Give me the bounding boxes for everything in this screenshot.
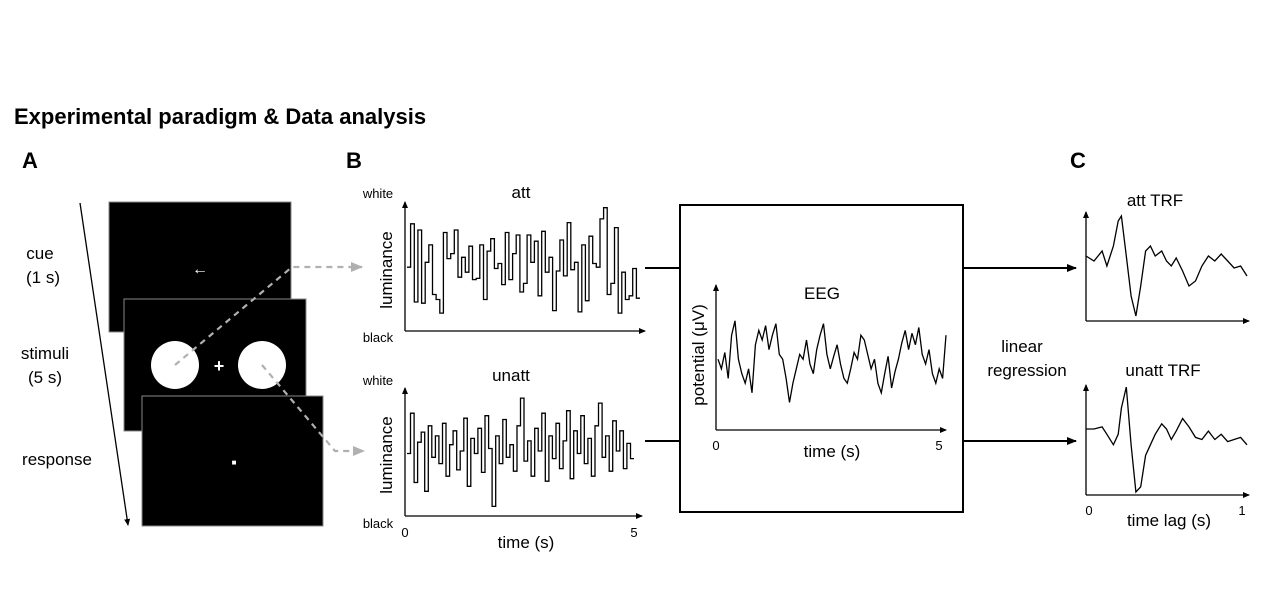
- unatt-white-label: white: [362, 373, 393, 388]
- panel-a-letter: A: [22, 148, 38, 173]
- eeg-trace: [717, 320, 947, 403]
- unatt-trf-trace: [1086, 386, 1248, 494]
- eeg-xlabel: time (s): [804, 442, 861, 461]
- response-dot: ■: [232, 458, 237, 467]
- lum-xlabel: time (s): [498, 533, 555, 552]
- eeg-ylabel: potential (μV): [689, 304, 708, 405]
- att-white-label: white: [362, 186, 393, 201]
- att-ylabel: luminance: [377, 231, 396, 309]
- trf-xlabel: time lag (s): [1127, 511, 1211, 530]
- response-screen: ■: [141, 395, 324, 527]
- att-plot-title: att: [512, 183, 531, 202]
- unatt-trf-title: unatt TRF: [1125, 361, 1200, 380]
- att-trf-title: att TRF: [1127, 191, 1183, 210]
- cue-arrow-icon: ←: [192, 261, 208, 278]
- method-label-line2: regression: [987, 361, 1066, 380]
- lum-x-start: 0: [401, 525, 408, 540]
- method-label-line1: linear: [1001, 337, 1043, 356]
- lum-x-end: 5: [630, 525, 637, 540]
- fixation-cross: +: [214, 356, 225, 376]
- time-arrow: [79, 202, 131, 526]
- att-stream-connector: [174, 262, 363, 366]
- panel-c-letter: C: [1070, 148, 1086, 173]
- panel-b-letter: B: [346, 148, 362, 173]
- cue-duration: (1 s): [26, 268, 60, 287]
- unatt-black-label: black: [363, 516, 394, 531]
- figure-title: Experimental paradigm & Data analysis: [14, 104, 426, 129]
- unatt-plot-title: unatt: [492, 366, 530, 385]
- stimuli-duration: (5 s): [28, 368, 62, 387]
- unatt-ylabel: luminance: [377, 416, 396, 494]
- trf-x-end: 1: [1238, 503, 1245, 518]
- att-black-label: black: [363, 330, 394, 345]
- cue-label: cue: [26, 244, 53, 263]
- eeg-title: EEG: [804, 284, 840, 303]
- eeg-x-end: 5: [935, 438, 942, 453]
- unatt-stream-connector: [261, 364, 365, 456]
- unatt-luminance-trace: [407, 397, 634, 508]
- trf-x-start: 0: [1085, 503, 1092, 518]
- eeg-box: [679, 204, 964, 513]
- stimuli-label: stimuli: [21, 344, 69, 363]
- response-label: response: [22, 450, 92, 469]
- att-luminance-trace: [407, 207, 640, 314]
- att-trf-trace: [1085, 214, 1248, 317]
- eeg-x-start: 0: [712, 438, 719, 453]
